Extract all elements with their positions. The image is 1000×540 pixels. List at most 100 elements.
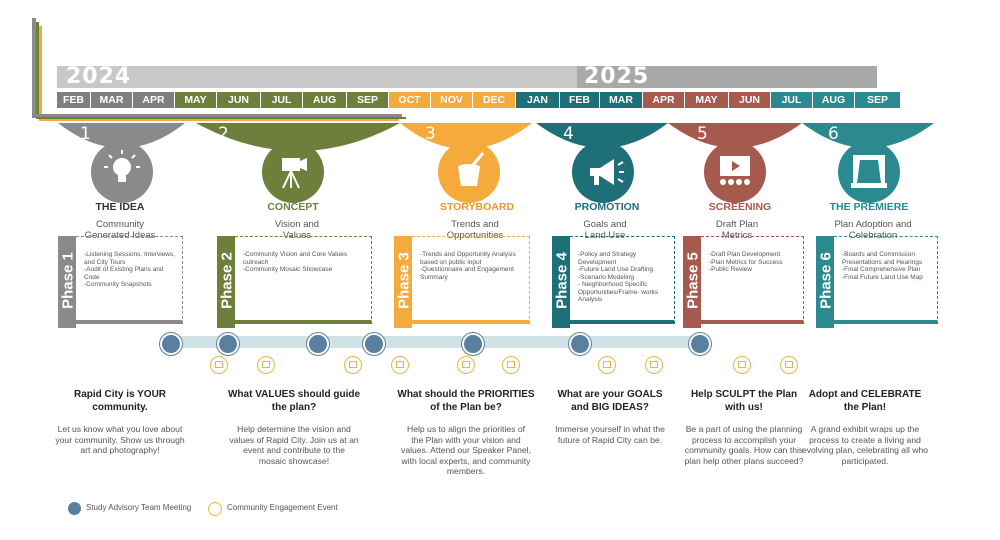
sat-meeting-icon — [569, 333, 591, 355]
phase-label-4: Phase 4 — [553, 252, 571, 309]
phase-subtitle-1: Community Generated Ideas — [84, 219, 156, 241]
month-mar: MAR — [600, 92, 643, 108]
month-row: FEB MAR APR MAY JUN JUL AUG SEP OCT NOV DEC JAN FEB M… — [57, 92, 901, 108]
phase-number-3: 3 — [425, 124, 436, 144]
phase-title-1: THE IDEA — [95, 201, 145, 213]
list-item: -Community Mosaic Showcase — [243, 266, 333, 273]
sat-meeting-icon — [307, 333, 329, 355]
month-nov: NOV — [431, 92, 473, 108]
phase-subtitle-6: Plan Adoption and Celebration — [834, 219, 912, 241]
month-aug: AUG — [813, 92, 855, 108]
phase-number-6: 6 — [828, 124, 839, 144]
phase-box-3: Phase 3 -Trends and Opportunity Analysis… — [394, 236, 530, 328]
megaphone-icon — [572, 141, 634, 203]
frame-line-gray — [32, 18, 36, 118]
arc-phase-3 — [400, 123, 532, 149]
phase-subtitle-3: Trends and Opportunities — [446, 219, 504, 241]
legend-ce-label: Community Engagement Event — [227, 503, 338, 512]
frame-line-green — [36, 22, 39, 116]
phase-items-5: -Draft Plan Development -Plan Metrics fo… — [709, 251, 804, 274]
list-item: -Final Comprehensive Plan — [842, 266, 921, 273]
month-jan: JAN — [516, 92, 560, 108]
engagement-event-icon — [780, 356, 798, 374]
list-item: -Listening Sessions, Interviews, and Cit… — [84, 251, 176, 266]
month-jul: JUL — [771, 92, 813, 108]
engagement-event-icon — [344, 356, 362, 374]
frame-line-bottom-gray — [32, 114, 402, 117]
frame-line-bottom-orange — [39, 119, 399, 121]
legend-sat-icon — [68, 502, 81, 515]
sat-meeting-icon — [160, 333, 182, 355]
month-feb: FEB — [57, 92, 91, 108]
phase-items-1: -Listening Sessions, Interviews, and Cit… — [84, 251, 179, 289]
engagement-event-icon — [257, 356, 275, 374]
description-6: A grand exhibit wraps up the process to … — [801, 424, 929, 466]
paint-bucket-icon — [438, 141, 500, 203]
phase-label-2: Phase 2 — [218, 252, 236, 309]
phase-number-2: 2 — [218, 124, 229, 144]
frame-line-bottom-green — [36, 117, 406, 119]
arc-phase-5 — [668, 123, 802, 148]
phase-label-6: Phase 6 — [817, 252, 835, 309]
phase-label-5: Phase 5 — [684, 252, 702, 309]
screen-audience-icon — [704, 141, 766, 203]
phase-number-1: 1 — [80, 124, 91, 144]
month-mar: MAR — [91, 92, 133, 108]
question-3: What should the PRIORITIES of the Plan b… — [397, 389, 535, 413]
description-4: Immerse yourself in what the future of R… — [555, 424, 665, 445]
phase-title-5: SCREENING — [708, 201, 772, 213]
month-aug: AUG — [303, 92, 347, 108]
phase-items-2: -Community Vision and Core Values outrea… — [243, 251, 368, 274]
list-item: -Scenario Modeling — [578, 273, 635, 281]
legend-ce-icon — [208, 502, 222, 516]
phase-title-4: PROMOTION — [574, 201, 640, 213]
engagement-event-icon — [210, 356, 228, 374]
month-oct: OCT — [389, 92, 431, 108]
phase-box-4: Phase 4 -Policy and Strategy Development… — [552, 236, 675, 328]
description-3: Help us to align the priorities of the P… — [401, 424, 531, 476]
month-may: MAY — [685, 92, 729, 108]
phase-title-2: CONCEPT — [267, 201, 319, 213]
question-1: Rapid City is YOUR community. — [73, 389, 167, 413]
phase-label-3: Phase 3 — [395, 252, 413, 309]
phase-arcs — [58, 123, 934, 151]
list-item: -Draft Plan Development — [709, 251, 781, 258]
question-6: Adopt and CELEBRATE the Plan! — [808, 389, 922, 413]
list-item: -Plan Metrics for Success — [709, 258, 783, 266]
stage-curtain-icon — [838, 141, 900, 203]
engagement-event-icon — [457, 356, 475, 374]
phase-items-6: -Boards and Commission Presentations and… — [842, 251, 938, 281]
list-item: -Policy and Strategy Development — [578, 251, 637, 266]
month-sep: SEP — [347, 92, 389, 108]
month-may: MAY — [175, 92, 217, 108]
lightbulb-icon — [91, 141, 153, 203]
phase-subtitle-4: Goals and Land Use — [583, 219, 627, 241]
legend-sat-label: Study Advisory Team Meeting — [86, 503, 192, 512]
phase-title-6: THE PREMIERE — [829, 201, 909, 213]
list-item: -Community Vision and Core Values outrea… — [243, 251, 348, 266]
list-item: -Future Land Use Drafting — [578, 266, 654, 273]
phase-items-4: -Policy and Strategy Development -Future… — [578, 251, 673, 304]
sat-meeting-icon — [689, 333, 711, 355]
sat-meeting-icon — [217, 333, 239, 355]
engagement-event-icon — [733, 356, 751, 374]
year-label-2024: 2024 — [66, 64, 132, 89]
year-bar-2024 — [57, 66, 577, 88]
list-item: -Audit of Existing Plans and Code — [84, 266, 164, 281]
timeline-track — [165, 336, 705, 348]
description-2: Help determine the vision and values of … — [229, 424, 359, 466]
phase-items-3: -Trends and Opportunity Analysis based o… — [420, 251, 528, 281]
engagement-event-icon — [391, 356, 409, 374]
question-4: What are your GOALS and BIG IDEAS? — [557, 389, 663, 413]
month-jun: JUN — [217, 92, 261, 108]
month-feb: FEB — [560, 92, 600, 108]
question-5: Help SCULPT the Plan with us! — [690, 389, 798, 413]
description-5: Be a part of using the planning process … — [684, 424, 804, 466]
phase-box-5: Phase 5 -Draft Plan Development -Plan Me… — [683, 236, 804, 328]
sat-meeting-icon — [363, 333, 385, 355]
list-item: -Questionnaire and Engagement Summary — [420, 266, 514, 281]
phase-label-1: Phase 1 — [59, 252, 77, 309]
year-label-2025: 2025 — [584, 64, 650, 89]
month-apr: APR — [643, 92, 685, 108]
phase-box-1: Phase 1 -Listening Sessions, Interviews,… — [58, 236, 183, 328]
